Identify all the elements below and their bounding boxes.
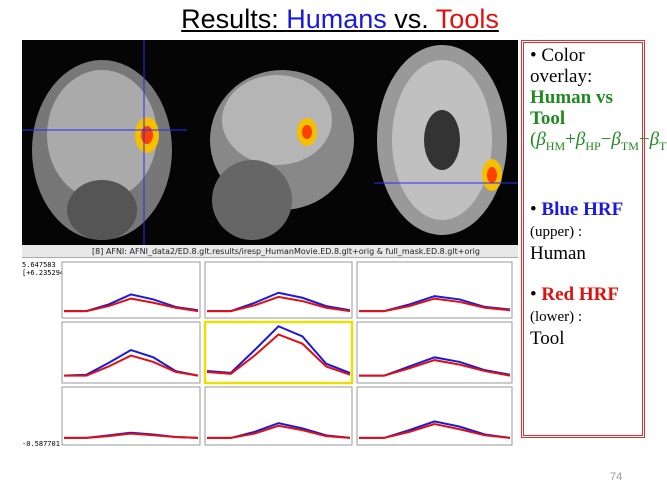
- highlight: Blue HRF: [541, 198, 624, 220]
- note: (lower) :: [530, 308, 583, 325]
- title-text: Results:: [181, 4, 287, 34]
- hrf-line: [64, 297, 199, 313]
- formula-symbol: β: [649, 129, 660, 150]
- window-title: [8] AFNI: AFNI_data2/ED.8.glt.results/ir…: [22, 245, 518, 258]
- hrf-line: [207, 295, 351, 313]
- label: Human: [530, 242, 586, 264]
- panel: [61, 321, 201, 384]
- title-text: vs.: [386, 4, 436, 34]
- formula-symbol: β: [536, 129, 546, 150]
- panel: [61, 386, 201, 446]
- item: • Blue HRF (upper) : Human: [530, 199, 642, 264]
- hrf-graphs: -0.587701 5.647583[+6.235294]: [22, 258, 518, 450]
- y-tick-label: 5.647583: [22, 261, 56, 269]
- label: Tool: [530, 327, 565, 349]
- page-number: 74: [610, 471, 623, 483]
- bullet: •: [530, 283, 537, 305]
- bullet: •: [530, 198, 537, 220]
- text: Color overlay:: [530, 45, 593, 87]
- panel: [356, 261, 513, 319]
- panel: [204, 261, 353, 319]
- hrf-line: [359, 297, 511, 313]
- formula: (βHM+βHP−βTM−βTP): [530, 129, 667, 153]
- formula-op: −: [638, 129, 650, 150]
- highlight: Red HRF: [541, 283, 619, 305]
- hrf-line: [64, 432, 199, 439]
- formula-sub: TP: [659, 138, 667, 153]
- hrf-line: [359, 423, 511, 439]
- hrf-line: [206, 333, 351, 376]
- title-humans: Humans: [286, 4, 387, 34]
- formula-sub: HP: [585, 138, 601, 153]
- range-note: [+6.235294]: [22, 269, 68, 277]
- y-tick-label: -0.587701: [22, 440, 60, 448]
- bullet: •: [530, 45, 537, 66]
- slide-title: Results: Humans vs. Tools: [0, 4, 667, 35]
- note: (upper) :: [530, 223, 583, 240]
- formula-sub: TM: [620, 138, 639, 153]
- formula-sub: HM: [545, 138, 566, 153]
- formula-op: +: [565, 129, 576, 150]
- hrf-line: [207, 424, 351, 439]
- brain-images: [22, 40, 518, 245]
- formula-symbol: β: [575, 129, 586, 150]
- sidebar: • Color overlay: Human vs Tool (βHM+βHP−βT…: [521, 40, 667, 438]
- item: • Red HRF (lower) : Tool: [530, 284, 642, 349]
- panel: [356, 321, 513, 384]
- panel: [61, 261, 201, 319]
- formula-open: (: [530, 129, 537, 150]
- highlight: Human vs Tool: [530, 87, 613, 129]
- title-tools: Tools: [435, 4, 499, 34]
- formula-op: −: [600, 129, 612, 150]
- formula-symbol: β: [611, 129, 621, 150]
- item: • Color overlay: Human vs Tool (βHM+βHP−βT…: [530, 45, 667, 157]
- hrf-line: [64, 354, 199, 377]
- hrf-line: [359, 359, 511, 377]
